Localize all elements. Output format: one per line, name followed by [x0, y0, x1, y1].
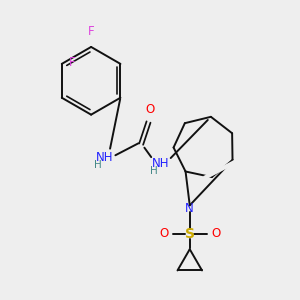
Text: H: H — [94, 160, 102, 170]
Text: S: S — [185, 227, 195, 241]
Text: NH: NH — [152, 157, 169, 170]
Text: O: O — [146, 103, 154, 116]
Text: F: F — [69, 56, 76, 69]
Text: O: O — [159, 227, 168, 240]
Text: O: O — [211, 227, 220, 240]
Text: F: F — [88, 25, 94, 38]
Text: H: H — [150, 166, 158, 176]
Text: N: N — [185, 202, 194, 215]
Text: NH: NH — [96, 151, 113, 164]
